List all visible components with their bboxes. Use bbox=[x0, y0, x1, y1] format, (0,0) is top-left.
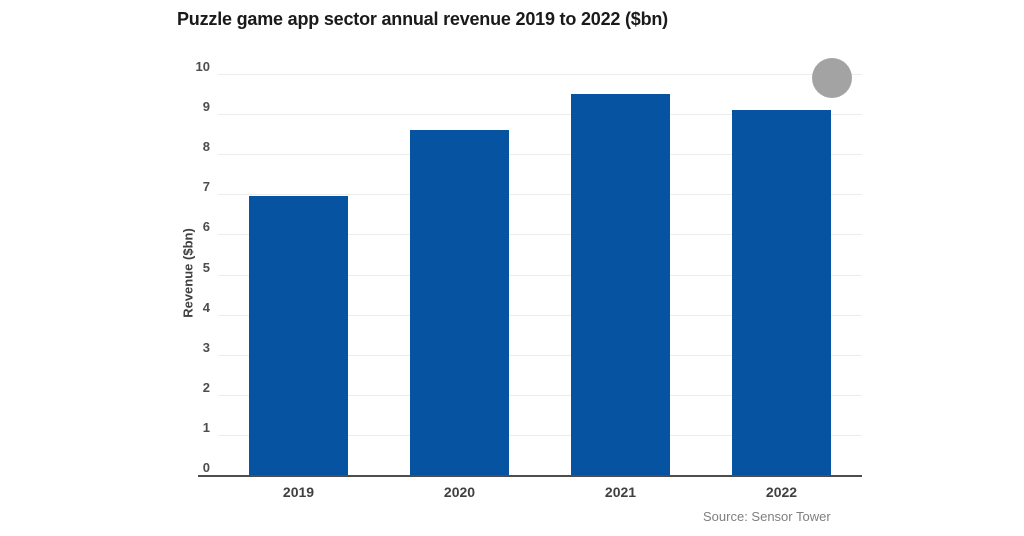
x-tick-label-2019: 2019 bbox=[282, 484, 315, 500]
gridline-4 bbox=[218, 314, 862, 316]
bar-2020 bbox=[410, 130, 509, 475]
x-tick-label-2021: 2021 bbox=[604, 484, 637, 500]
y-tick-label-10: 10 bbox=[195, 59, 210, 74]
y-tick-label-6: 6 bbox=[202, 219, 210, 235]
y-tick-label-7: 7 bbox=[202, 179, 210, 195]
gridline-3 bbox=[218, 354, 862, 356]
y-tick-label-2: 2 bbox=[202, 379, 210, 395]
bar-2021 bbox=[571, 94, 670, 475]
y-tick-label-1: 1 bbox=[202, 419, 210, 435]
x-tick-label-2020: 2020 bbox=[443, 484, 476, 500]
bar-2019 bbox=[249, 196, 348, 475]
gridline-7 bbox=[218, 194, 862, 196]
chart-title: Puzzle game app sector annual revenue 20… bbox=[177, 9, 668, 29]
y-tick-label-8: 8 bbox=[202, 139, 210, 155]
logo-circle-decoration bbox=[812, 58, 852, 98]
y-tick-label-3: 3 bbox=[202, 339, 210, 355]
gridline-6 bbox=[218, 234, 862, 236]
x-axis-line bbox=[198, 475, 862, 477]
gridline-9 bbox=[218, 114, 862, 116]
gridline-2 bbox=[218, 394, 862, 396]
gridline-5 bbox=[218, 274, 862, 276]
source-caption: Source: Sensor Tower bbox=[703, 509, 831, 524]
y-tick-label-4: 4 bbox=[202, 299, 210, 315]
y-tick-label-5: 5 bbox=[202, 259, 210, 275]
gridline-10 bbox=[218, 74, 862, 75]
bar-2022 bbox=[732, 110, 831, 475]
gridline-8 bbox=[218, 154, 862, 156]
gridline-1 bbox=[218, 434, 862, 436]
x-tick-label-2022: 2022 bbox=[765, 484, 798, 500]
plot-area bbox=[218, 74, 862, 475]
y-tick-label-0: 0 bbox=[202, 460, 210, 475]
y-tick-label-9: 9 bbox=[202, 99, 210, 115]
